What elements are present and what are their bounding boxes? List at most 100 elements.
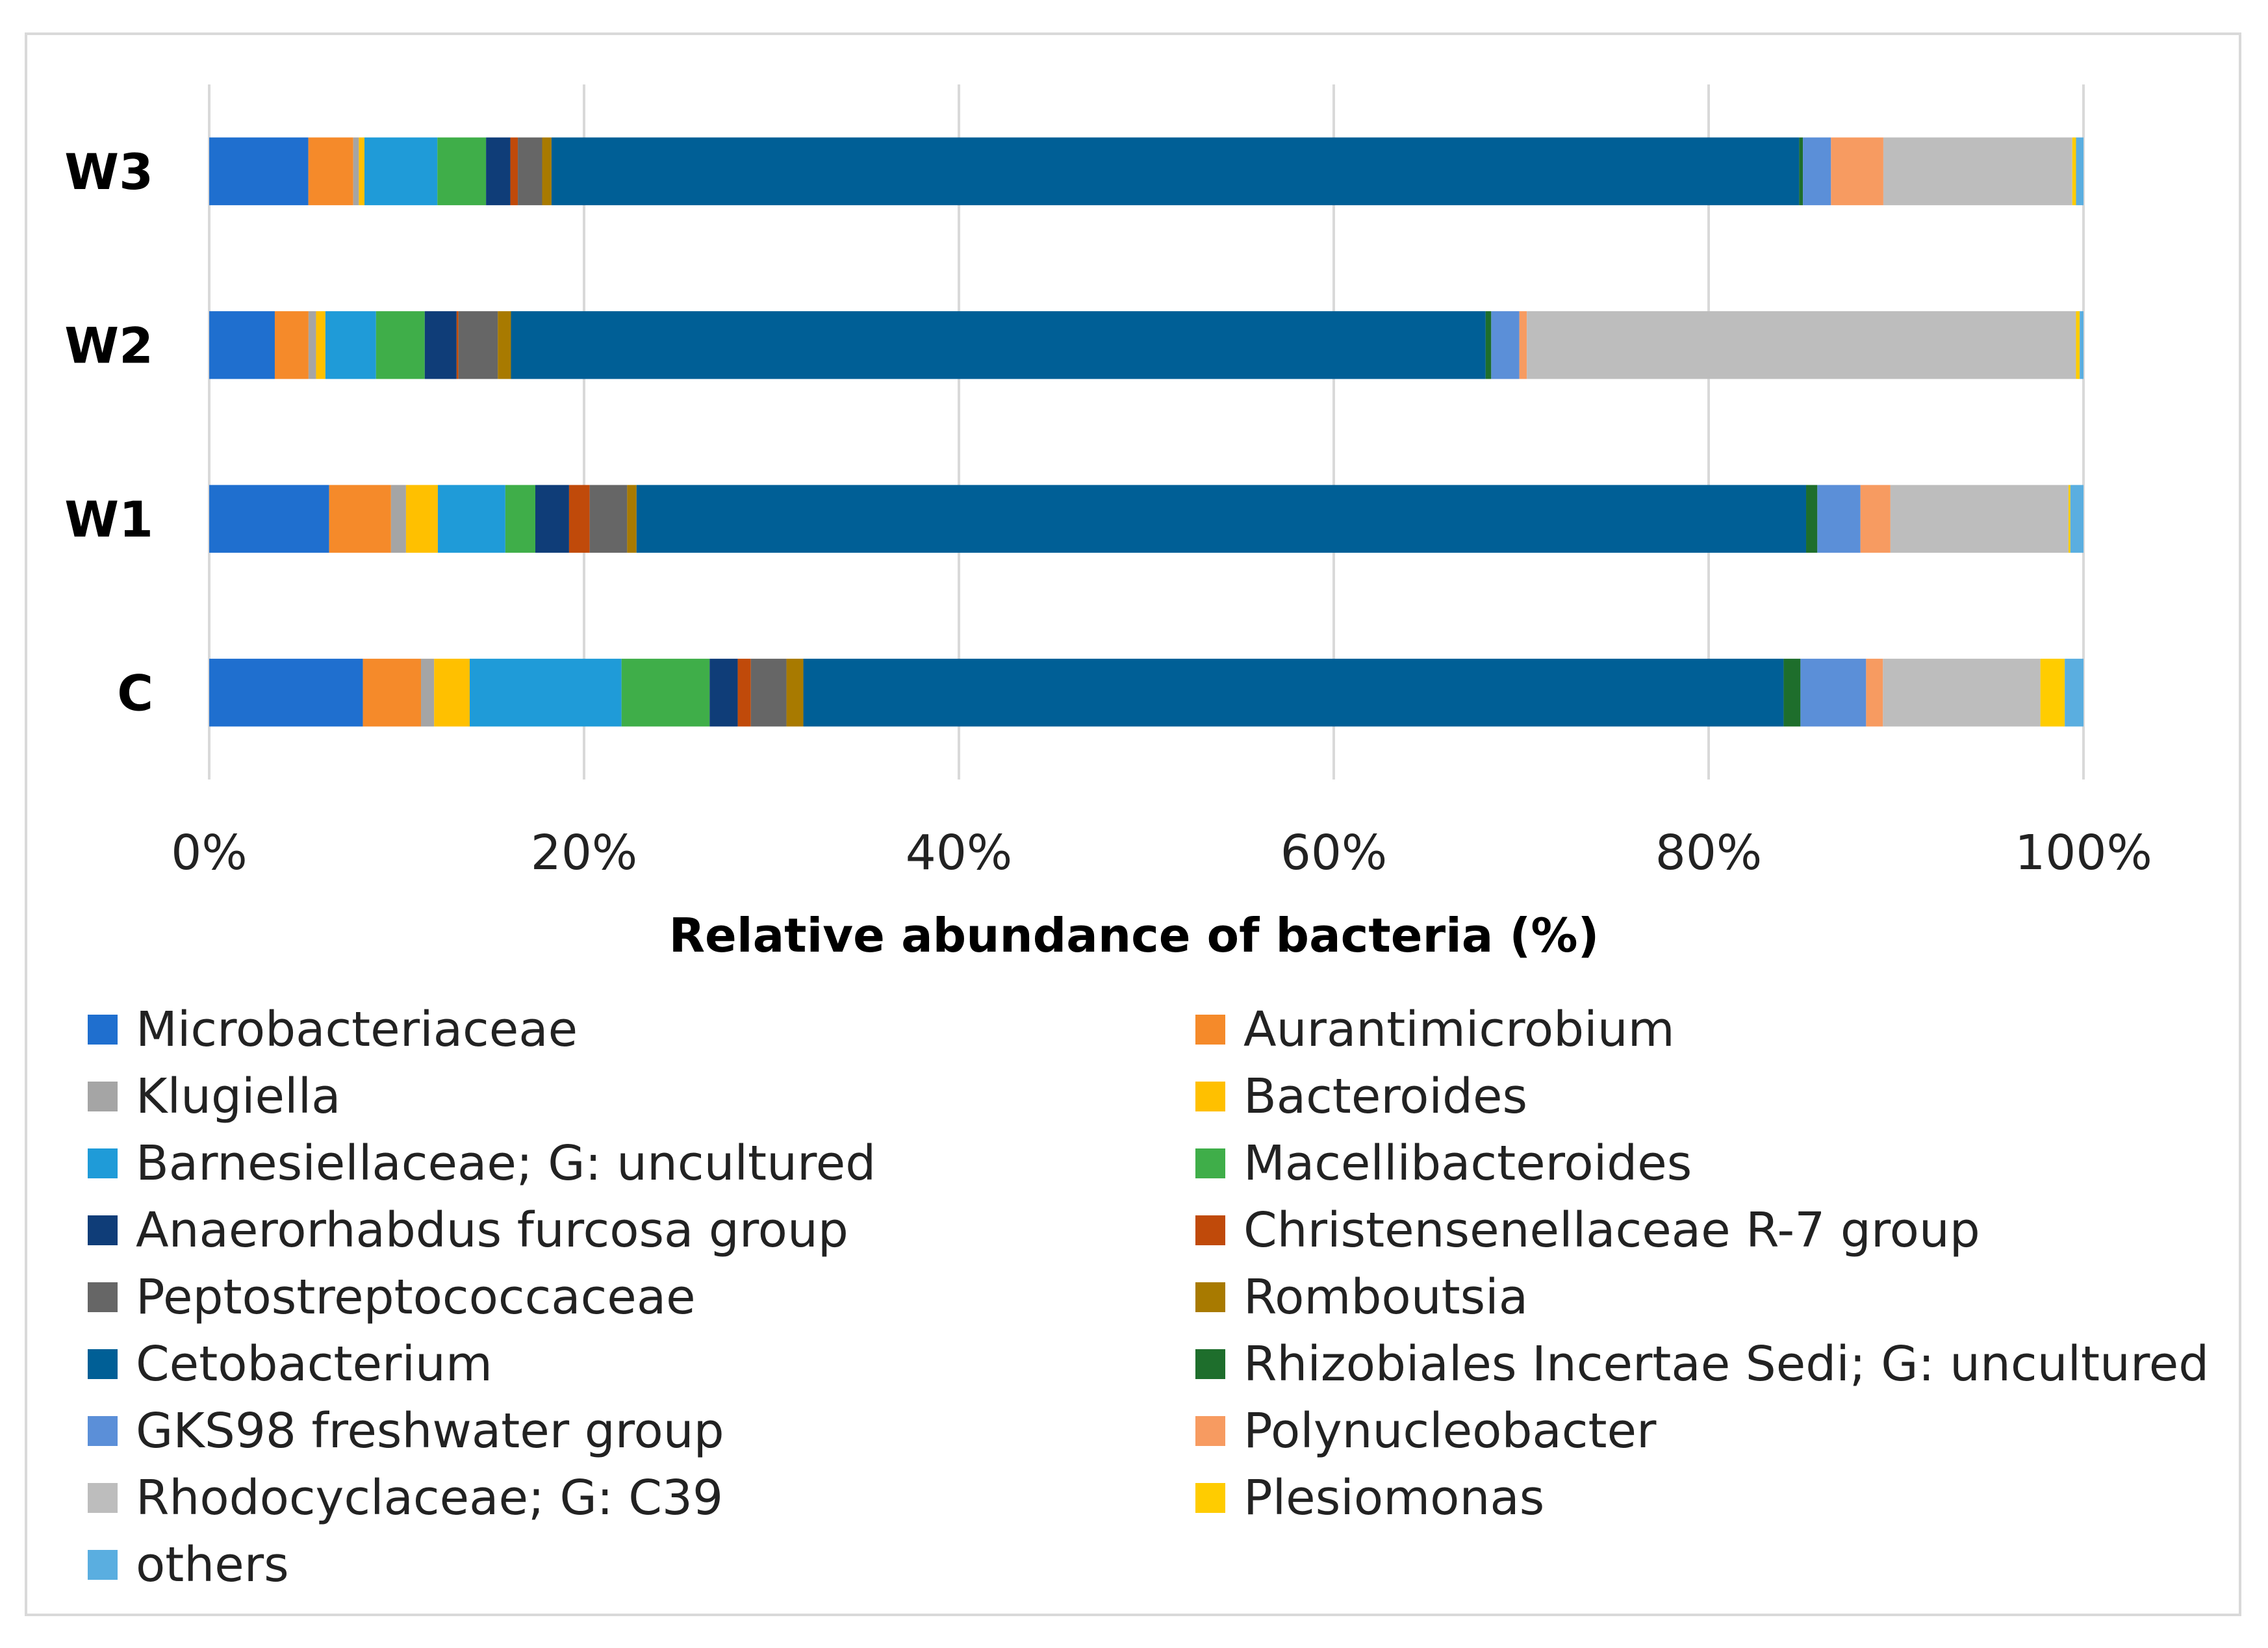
bar-w2-klugiella — [308, 311, 316, 379]
legend-swatch — [1195, 1081, 1225, 1111]
bar-c-plesiomonas — [2040, 659, 2065, 727]
x-tick-label: 100% — [2015, 825, 2152, 881]
bar-w2-others — [2080, 311, 2083, 379]
bar-w2-christensenellaceae-r-7-group — [456, 311, 459, 379]
legend-label: Polynucleobacter — [1243, 1402, 1657, 1459]
legend-swatch — [1195, 1349, 1225, 1379]
legend-item-plesiomonas: Plesiomonas — [1195, 1464, 2228, 1531]
legend-label: Rhizobiales Incertae Sedi; G: uncultured — [1243, 1336, 2210, 1392]
bar-w1-polynucleobacter — [1860, 485, 1891, 553]
bar-c-polynucleobacter — [1866, 659, 1883, 727]
legend-swatch — [1195, 1282, 1225, 1312]
bar-c-others — [2065, 659, 2083, 727]
legend-label: Christensenellaceae R-7 group — [1243, 1202, 1980, 1258]
bar-w2-bacteroides — [316, 311, 325, 379]
bar-c-microbacteriaceae — [209, 659, 363, 727]
bar-w3-barnesiellaceae-g-uncultured — [364, 137, 438, 205]
bar-w1-anaerorhabdus-furcosa-group — [535, 485, 569, 553]
bar-w3-peptostreptococcaceae — [518, 137, 542, 205]
bar-w2-rhodocyclaceae-g-c39 — [1527, 311, 2076, 379]
x-tick-label: 60% — [1281, 825, 1387, 881]
legend-swatch — [1195, 1148, 1225, 1178]
legend-swatch — [88, 1215, 118, 1245]
bar-w3-cetobacterium — [551, 137, 1800, 205]
bar-w1-peptostreptococcaceae — [589, 485, 628, 553]
x-tick-labels: 0% 20% 40% 60% 80% 100% — [171, 825, 2152, 881]
legend-item-gks98-freshwater-group: GKS98 freshwater group — [88, 1397, 1195, 1464]
x-axis-label: Relative abundance of bacteria (%) — [669, 908, 1599, 963]
bar-c-romboutsia — [786, 659, 804, 727]
legend-item-anaerorhabdus-furcosa-group: Anaerorhabdus furcosa group — [88, 1197, 1195, 1263]
bar-w1-bacteroides — [405, 485, 438, 553]
legend-swatch — [88, 1415, 118, 1446]
bar-w1-barnesiellaceae-g-uncultured — [437, 485, 505, 553]
bar-w3-klugiella — [353, 137, 359, 205]
bar-w1-macellibacteroides — [505, 485, 535, 553]
x-tick-label: 0% — [171, 825, 247, 881]
bar-w2-microbacteriaceae — [209, 311, 275, 379]
bar-w3-others — [2076, 137, 2083, 205]
y-tick-label: W2 — [64, 316, 153, 374]
bar-w3-bacteroides — [359, 137, 364, 205]
bar-w1-plesiomonas — [2068, 485, 2071, 553]
legend-item-cetobacterium: Cetobacterium — [88, 1330, 1195, 1397]
legend-swatch — [1195, 1415, 1225, 1446]
legend-item-macellibacteroides: Macellibacteroides — [1195, 1130, 2228, 1197]
bars — [209, 137, 2083, 727]
legend-item-others: others — [88, 1531, 1195, 1598]
legend-swatch — [88, 1482, 118, 1513]
legend-label: Klugiella — [136, 1068, 341, 1124]
legend-item-rhizobiales-incertae-sedi-g-uncultured: Rhizobiales Incertae Sedi; G: uncultured — [1195, 1330, 2228, 1397]
legend-label: Barnesiellaceae; G: uncultured — [136, 1135, 876, 1191]
legend-label: Romboutsia — [1243, 1269, 1529, 1325]
bar-c-christensenellaceae-r-7-group — [737, 659, 751, 727]
bar-w3-macellibacteroides — [437, 137, 487, 205]
bar-c-peptostreptococcaceae — [750, 659, 787, 727]
legend-label: Aurantimicrobium — [1243, 1001, 1675, 1058]
y-tick-label: W3 — [64, 143, 153, 201]
legend-label: GKS98 freshwater group — [136, 1402, 724, 1459]
bar-c-klugiella — [421, 659, 435, 727]
bar-w3-christensenellaceae-r-7-group — [510, 137, 518, 205]
bar-w3-anaerorhabdus-furcosa-group — [486, 137, 511, 205]
legend-item-rhodocyclaceae-g-c39: Rhodocyclaceae; G: C39 — [88, 1464, 1195, 1531]
bar-w3-aurantimicrobium — [308, 137, 353, 205]
bar-c-barnesiellaceae-g-uncultured — [470, 659, 622, 727]
legend-swatch — [1195, 1482, 1225, 1513]
bar-w2-aurantimicrobium — [274, 311, 309, 379]
bar-w2-rhizobiales-incertae-sedi-g-uncultured — [1485, 311, 1492, 379]
legend-label: Bacteroides — [1243, 1068, 1528, 1124]
bar-w3-microbacteriaceae — [209, 137, 309, 205]
y-tick-label: W1 — [64, 490, 153, 548]
legend-item-polynucleobacter: Polynucleobacter — [1195, 1397, 2228, 1464]
bar-w1-rhodocyclaceae-g-c39 — [1890, 485, 2069, 553]
bar-w2-plesiomonas — [2076, 311, 2080, 379]
legend-swatch — [88, 1349, 118, 1379]
bar-w1-rhizobiales-incertae-sedi-g-uncultured — [1806, 485, 1818, 553]
bar-w1-microbacteriaceae — [209, 485, 329, 553]
x-tick-label: 80% — [1655, 825, 1762, 881]
bar-w2-romboutsia — [498, 311, 511, 379]
legend-swatch — [88, 1081, 118, 1111]
legend: Microbacteriaceae Aurantimicrobium Klugiel… — [88, 996, 2232, 1598]
x-tick-label: 20% — [531, 825, 637, 881]
legend-label: Rhodocyclaceae; G: C39 — [136, 1469, 724, 1526]
legend-swatch — [1195, 1014, 1225, 1045]
legend-item-klugiella: Klugiella — [88, 1063, 1195, 1130]
bar-c-gks98-freshwater-group — [1800, 659, 1867, 727]
legend-label: Anaerorhabdus furcosa group — [136, 1202, 848, 1258]
legend-label: Macellibacteroides — [1243, 1135, 1692, 1191]
bar-c-anaerorhabdus-furcosa-group — [709, 659, 738, 727]
bar-w2-barnesiellaceae-g-uncultured — [325, 311, 376, 379]
bar-w1-christensenellaceae-r-7-group — [568, 485, 590, 553]
bar-w3-rhodocyclaceae-g-c39 — [1883, 137, 2072, 205]
bar-c-rhodocyclaceae-g-c39 — [1883, 659, 2041, 727]
legend-item-aurantimicrobium: Aurantimicrobium — [1195, 996, 2228, 1063]
legend-label: Plesiomonas — [1243, 1469, 1545, 1526]
legend-label: Cetobacterium — [136, 1336, 493, 1392]
legend-item-peptostreptococcaceae: Peptostreptococcaceae — [88, 1263, 1195, 1330]
legend-swatch — [1195, 1215, 1225, 1245]
legend-item-barnesiellaceae-g-uncultured: Barnesiellaceae; G: uncultured — [88, 1130, 1195, 1197]
bar-w2-anaerorhabdus-furcosa-group — [424, 311, 457, 379]
